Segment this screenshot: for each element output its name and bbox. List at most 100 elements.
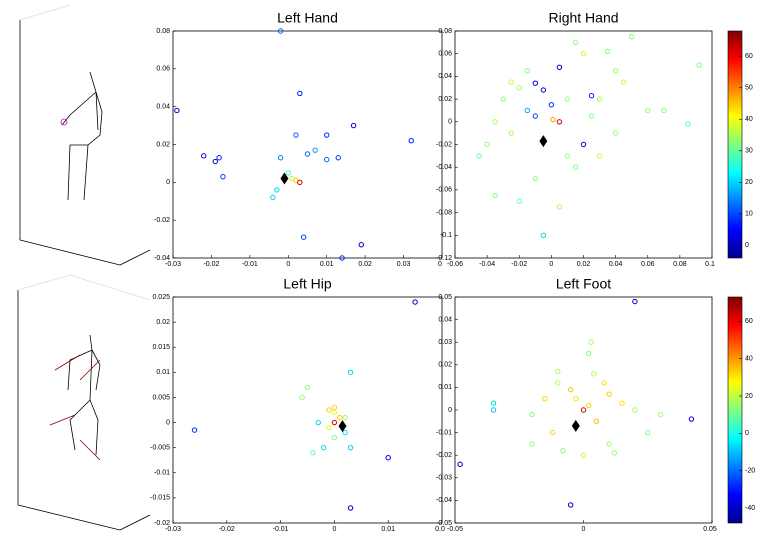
point [331,419,338,426]
y-tick-label: 0.04 [156,104,170,111]
skeleton-view-bottom [17,274,151,531]
point [524,107,530,114]
point [532,80,539,86]
point [532,175,539,182]
mean-marker [571,419,580,432]
y-tick-label: 0.005 [152,394,170,401]
y-tick-label: -0.01 [436,429,452,436]
point [312,147,318,153]
x-tick-label: -0.03 [165,526,181,533]
point [174,107,180,114]
point [285,170,291,176]
point [593,418,600,424]
point [606,391,612,397]
point [347,505,354,511]
point [274,187,280,193]
y-tick-label: 0 [166,419,170,426]
y-tick-label: -0.06 [436,187,452,194]
point [320,444,327,451]
y-tick-label: 0.08 [438,28,452,35]
chart-title: Right Hand [548,10,618,26]
point [611,450,618,456]
x-tick-label: 0 [286,261,290,268]
y-tick-label: 0.06 [438,51,452,58]
point [277,28,284,34]
point [277,155,284,161]
y-tick-label: -0.01 [154,470,170,477]
y-tick-label: -0.005 [150,445,170,452]
x-tick-label: -0.02 [511,261,527,268]
point [542,396,548,402]
plot-area [172,296,443,524]
point [350,122,357,129]
point [550,116,556,123]
point [612,68,619,74]
point [490,407,497,413]
point [596,153,603,159]
point [591,371,597,377]
point [604,48,611,55]
point [201,153,207,159]
point [492,119,498,125]
colorbar-tick-label: 0 [745,242,749,249]
point [529,411,535,418]
point [555,380,561,386]
y-tick-label: -0.04 [436,497,452,504]
point [490,400,497,406]
point [324,132,330,138]
x-tick-label: -0.02 [203,261,219,268]
point [412,299,418,305]
colorbar-tick-label: 40 [745,116,753,123]
y-tick-label: 0.02 [438,96,452,103]
x-tick-label: -0.01 [242,261,258,268]
point [516,198,522,204]
plot-area [172,30,443,259]
point [601,380,607,386]
point [339,255,345,261]
point [645,107,651,114]
colorbar-tick-label: -20 [745,468,755,475]
x-tick-label: 0.05 [703,526,717,533]
point [347,369,354,376]
x-tick-label: -0.02 [219,526,235,533]
point [385,455,391,461]
y-tick-label: -0.02 [436,141,452,148]
skeleton-view-top [19,4,151,266]
x-tick-label: 0 [332,526,336,533]
point [358,242,364,248]
y-tick-label: 0.06 [156,66,170,73]
point [606,441,612,447]
point [620,79,627,85]
plot-area [454,30,713,259]
colorbar-tick-label: 60 [745,53,753,60]
point [572,39,579,46]
point [540,87,547,93]
y-tick-label: -0.1 [440,232,452,239]
point [573,396,579,402]
x-tick-label: 0 [549,261,553,268]
point [580,407,587,413]
point [580,141,587,148]
point [304,151,311,157]
point [529,441,535,447]
point [688,416,695,422]
y-tick-label: 0.03 [438,339,452,346]
point [212,158,218,165]
point [632,407,638,413]
x-tick-label: 0.0 [435,526,445,533]
point [331,409,338,416]
colorbar-tick-label: 60 [745,318,753,325]
colorbar-tick-label: 20 [745,393,753,400]
point [555,368,561,375]
x-tick-label: 0.02 [358,261,372,268]
point [216,155,222,161]
point [556,204,563,210]
point [632,298,638,305]
colorbar-tick-label: 0 [745,430,749,437]
point [580,51,587,57]
y-tick-label: -0.03 [436,475,452,482]
point [331,404,338,411]
x-tick-label: -0.06 [447,261,463,268]
point [588,92,595,99]
